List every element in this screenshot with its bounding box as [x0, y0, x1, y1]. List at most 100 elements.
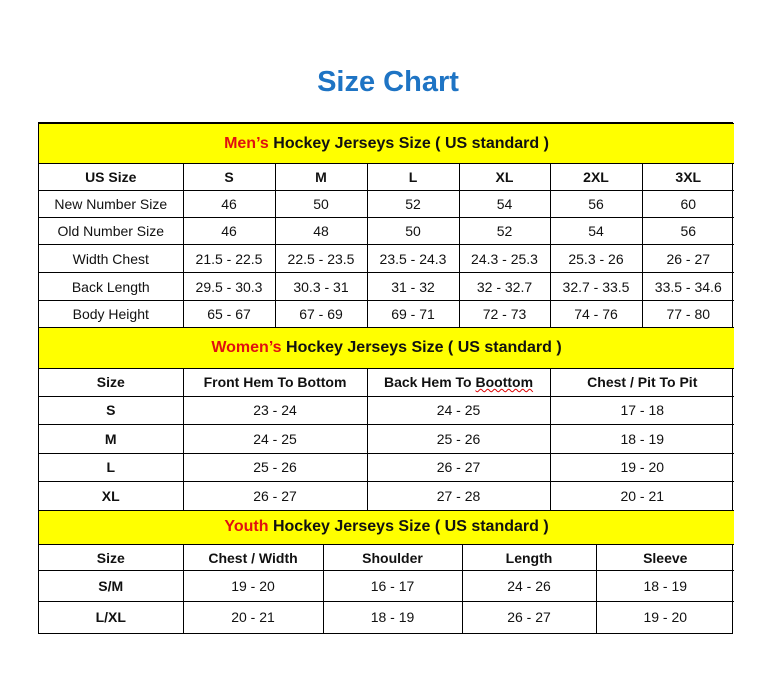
- header-row: US Size S M L XL 2XL 3XL: [39, 163, 735, 191]
- table-cell: 19 - 20: [182, 570, 324, 602]
- column-header-label: M: [315, 169, 327, 185]
- table-cell: 19 - 20: [549, 453, 735, 482]
- column-header: Chest / Width: [182, 544, 324, 571]
- table-cell: 19 - 20: [595, 601, 735, 633]
- table-cell: 20 - 21: [549, 481, 735, 511]
- table-cell: 24 - 25: [366, 396, 551, 425]
- table-cell: 72 - 73: [458, 300, 551, 328]
- table-cell: 56: [549, 190, 643, 218]
- youth-size-table: Youth Hockey Jerseys Size ( US standard …: [39, 510, 735, 633]
- row-label: Body Height: [39, 300, 184, 328]
- banner-text: Hockey Jerseys Size ( US standard ): [281, 338, 562, 356]
- row-label: L/XL: [39, 601, 184, 633]
- table-cell: 18 - 19: [322, 601, 463, 633]
- banner-highlight: Men’s: [224, 134, 269, 152]
- column-header: Size: [39, 368, 184, 397]
- table-cell: 50: [274, 190, 368, 218]
- table-cell: 65 - 67: [182, 300, 276, 328]
- column-header: US Size: [39, 163, 184, 191]
- table-cell: 25 - 26: [182, 453, 368, 482]
- table-cell: 18 - 19: [595, 570, 735, 602]
- men-section-banner: Men’s Hockey Jerseys Size ( US standard …: [39, 123, 735, 164]
- table-cell: 52: [458, 217, 551, 245]
- table-cell: 16 - 17: [322, 570, 463, 602]
- header-row: Size Chest / Width Shoulder Length Sleeve: [39, 544, 735, 571]
- table-cell: 67 - 69: [274, 300, 368, 328]
- table-cell: 23.5 - 24.3: [366, 244, 460, 273]
- column-header: Length: [461, 544, 597, 571]
- table-cell: 24 - 26: [461, 570, 597, 602]
- row-label: XL: [39, 481, 184, 511]
- table-cell: 46: [182, 217, 276, 245]
- table-cell: 33.5 - 34.6: [641, 272, 735, 301]
- column-header: Size: [39, 544, 184, 571]
- column-header-label: Size: [96, 549, 125, 566]
- table-cell: 32 - 32.7: [458, 272, 551, 301]
- column-header: Sleeve: [595, 544, 735, 571]
- table-cell: 30.3 - 31: [274, 272, 368, 301]
- table-row: XL 26 - 27 27 - 28 20 - 21: [39, 481, 735, 511]
- banner-text: Hockey Jerseys Size ( US standard ): [268, 518, 549, 536]
- column-header-label: L: [408, 169, 418, 185]
- column-header-label: S: [224, 169, 234, 185]
- table-cell: 21.5 - 22.5: [182, 244, 276, 273]
- column-header: L: [366, 163, 460, 191]
- row-label: M: [39, 424, 184, 454]
- column-header: Shoulder: [322, 544, 463, 571]
- table-cell: 56: [641, 217, 735, 245]
- table-cell: 77 - 80: [641, 300, 735, 328]
- table-cell: 23 - 24: [182, 396, 368, 425]
- banner-highlight: Women’s: [211, 338, 282, 356]
- column-header-label: 3XL: [675, 169, 702, 185]
- table-cell: 52: [366, 190, 460, 218]
- column-header: 2XL: [549, 163, 643, 191]
- table-cell: 25.3 - 26: [549, 244, 643, 273]
- column-header-label: Chest / Pit To Pit: [587, 374, 698, 390]
- table-cell: 60: [641, 190, 735, 218]
- page-title: Size Chart: [317, 66, 459, 98]
- size-chart: Men’s Hockey Jerseys Size ( US standard …: [38, 122, 735, 634]
- row-label: Width Chest: [39, 244, 184, 273]
- table-cell: 69 - 71: [366, 300, 460, 328]
- column-header-label: Shoulder: [362, 549, 423, 566]
- table-row: L 25 - 26 26 - 27 19 - 20: [39, 453, 735, 482]
- men-size-table: Men’s Hockey Jerseys Size ( US standard …: [39, 123, 735, 328]
- column-header-label: Back Hem To Boottom: [383, 374, 534, 390]
- column-header: S: [182, 163, 276, 191]
- table-row: Width Chest 21.5 - 22.5 22.5 - 23.5 23.5 - …: [39, 244, 735, 273]
- table-cell: 48: [274, 217, 368, 245]
- table-row: Body Height 65 - 67 67 - 69 69 - 71 72 - 73 7…: [39, 300, 735, 328]
- table-row: Back Length 29.5 - 30.3 30.3 - 31 31 - 32 32…: [39, 272, 735, 301]
- table-cell: 18 - 19: [549, 424, 735, 454]
- row-label: S: [39, 396, 184, 425]
- spellcheck-underline: Boottom: [475, 374, 534, 390]
- column-header: 3XL: [641, 163, 735, 191]
- column-header-label: XL: [495, 169, 514, 185]
- table-cell: 27 - 28: [366, 481, 551, 511]
- column-header-label: Sleeve: [643, 549, 688, 566]
- table-cell: 17 - 18: [549, 396, 735, 425]
- table-cell: 54: [549, 217, 643, 245]
- table-cell: 26 - 27: [641, 244, 735, 273]
- table-cell: 50: [366, 217, 460, 245]
- column-header: XL: [458, 163, 551, 191]
- women-section-banner: Women’s Hockey Jerseys Size ( US standar…: [39, 328, 735, 369]
- row-label: Back Length: [39, 272, 184, 301]
- table-cell: 25 - 26: [366, 424, 551, 454]
- table-row: New Number Size 46 50 52 54 56 60: [39, 190, 735, 218]
- column-header-label: Chest / Width: [208, 549, 298, 566]
- table-row: S 23 - 24 24 - 25 17 - 18: [39, 396, 735, 425]
- table-cell: 26 - 27: [182, 481, 368, 511]
- table-row: Old Number Size 46 48 50 52 54 56: [39, 217, 735, 245]
- column-header-label: Front Hem To Bottom: [203, 374, 347, 390]
- table-cell: 20 - 21: [182, 601, 324, 633]
- table-cell: 32.7 - 33.5: [549, 272, 643, 301]
- column-header: Back Hem To Boottom: [366, 368, 551, 397]
- banner-highlight: Youth: [224, 518, 269, 536]
- table-row: L/XL 20 - 21 18 - 19 26 - 27 19 - 20: [39, 601, 735, 633]
- row-label: New Number Size: [39, 190, 184, 218]
- column-header-label: Size: [96, 374, 125, 390]
- table-cell: 26 - 27: [366, 453, 551, 482]
- table-cell: 74 - 76: [549, 300, 643, 328]
- column-header: Chest / Pit To Pit: [549, 368, 735, 397]
